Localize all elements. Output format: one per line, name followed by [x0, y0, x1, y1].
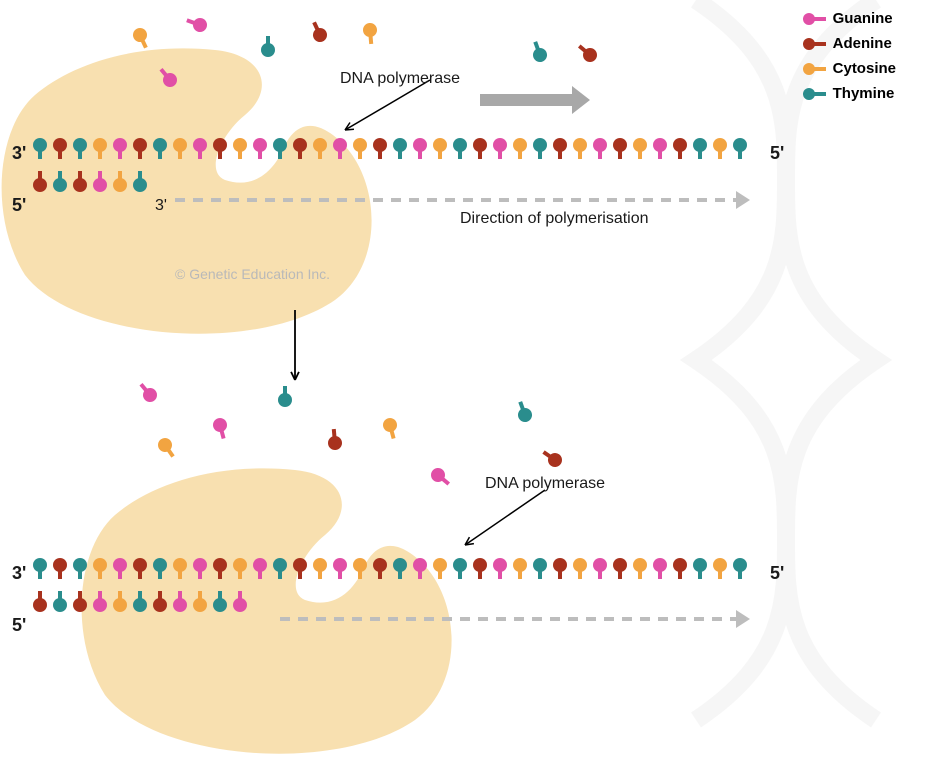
nucleotide-T: [453, 558, 467, 579]
label-direction: Direction of polymerisation: [460, 210, 649, 228]
watermark-text: © Genetic Education Inc.: [175, 266, 330, 282]
nucleotide-G: [428, 465, 453, 489]
nucleotide-T: [733, 138, 747, 159]
nucleotide-G: [493, 558, 507, 579]
nucleotide-G: [653, 138, 667, 159]
nucleotide-C: [433, 558, 447, 579]
free-nucleotides: [136, 380, 565, 490]
nucleotide-A: [308, 19, 330, 44]
nucleotide-A: [53, 558, 67, 579]
legend-label: Adenine: [833, 35, 892, 52]
nucleotide-C: [155, 435, 179, 460]
nucleotide-T: [533, 558, 547, 579]
nucleotide-T: [278, 386, 292, 407]
legend-swatch-icon: [801, 12, 823, 26]
nucleotide-G: [653, 558, 667, 579]
nucleotide-G: [253, 138, 267, 159]
nucleotide-C: [353, 138, 367, 159]
prime-label: 5': [12, 615, 26, 636]
legend-label: Guanine: [833, 10, 893, 27]
nucleotide-G: [184, 14, 209, 34]
nucleotide-A: [613, 138, 627, 159]
nucleotide-A: [473, 138, 487, 159]
legend-label: Cytosine: [833, 60, 896, 77]
legend-label: Thymine: [833, 85, 895, 102]
nucleotide-C: [513, 558, 527, 579]
nucleotide-T: [33, 558, 47, 579]
nucleotide-T: [733, 558, 747, 579]
nucleotide-C: [313, 558, 327, 579]
main-svg: [0, 0, 936, 762]
legend-swatch-icon: [801, 37, 823, 51]
nucleotide-A: [373, 138, 387, 159]
panel-connector-arrow: [291, 310, 299, 380]
nucleotide-C: [573, 558, 587, 579]
label-dna_polymerase: DNA polymerase: [340, 70, 460, 88]
nucleotide-A: [540, 446, 565, 470]
nucleotide-C: [713, 558, 727, 579]
nucleotide-A: [673, 138, 687, 159]
nucleotide-T: [533, 138, 547, 159]
nucleotide-G: [413, 138, 427, 159]
nucleotide-A: [33, 591, 47, 612]
prime-label: 5': [12, 195, 26, 216]
nucleotide-C: [233, 138, 247, 159]
nucleotide-T: [53, 591, 67, 612]
nucleotide-G: [136, 380, 160, 405]
nucleotide-A: [575, 41, 600, 65]
nucleotide-G: [493, 138, 507, 159]
nucleotide-G: [211, 416, 230, 440]
nucleotide-G: [593, 558, 607, 579]
diagram-stage: Guanine Adenine Cytosine Thymine DNA polyme…: [0, 0, 936, 762]
nucleotide-C: [362, 22, 378, 44]
nucleotide-T: [261, 36, 275, 57]
nucleotide-T: [514, 399, 534, 424]
prime-label: 3': [155, 197, 167, 215]
legend-row-guanine: Guanine: [801, 10, 896, 27]
nucleotide-C: [131, 26, 153, 51]
nucleotide-T: [453, 138, 467, 159]
nucleotide-C: [513, 138, 527, 159]
nucleotide-A: [553, 138, 567, 159]
pointer-arrow: [465, 490, 545, 545]
nucleotide-C: [573, 138, 587, 159]
nucleotide-A: [673, 558, 687, 579]
nucleotide-A: [473, 558, 487, 579]
direction-arrow-thick: [480, 86, 590, 114]
legend: Guanine Adenine Cytosine Thymine: [801, 10, 896, 110]
nucleotide-T: [529, 39, 549, 64]
legend-row-thymine: Thymine: [801, 85, 896, 102]
nucleotide-C: [633, 558, 647, 579]
prime-label: 3': [12, 143, 26, 164]
nucleotide-A: [613, 558, 627, 579]
prime-label: 3': [12, 563, 26, 584]
label-dna_polymerase: DNA polymerase: [485, 475, 605, 493]
nucleotide-C: [713, 138, 727, 159]
nucleotide-G: [593, 138, 607, 159]
nucleotide-T: [693, 138, 707, 159]
template-strand: [33, 138, 747, 159]
legend-swatch-icon: [801, 87, 823, 101]
legend-row-cytosine: Cytosine: [801, 60, 896, 77]
nucleotide-C: [381, 416, 400, 440]
prime-label: 5': [770, 143, 784, 164]
nucleotide-T: [393, 138, 407, 159]
prime-label: 5': [770, 563, 784, 584]
nucleotide-A: [327, 428, 343, 450]
legend-swatch-icon: [801, 62, 823, 76]
nucleotide-G: [333, 558, 347, 579]
nucleotide-C: [633, 138, 647, 159]
legend-row-adenine: Adenine: [801, 35, 896, 52]
nucleotide-T: [693, 558, 707, 579]
nucleotide-A: [553, 558, 567, 579]
nucleotide-C: [433, 138, 447, 159]
